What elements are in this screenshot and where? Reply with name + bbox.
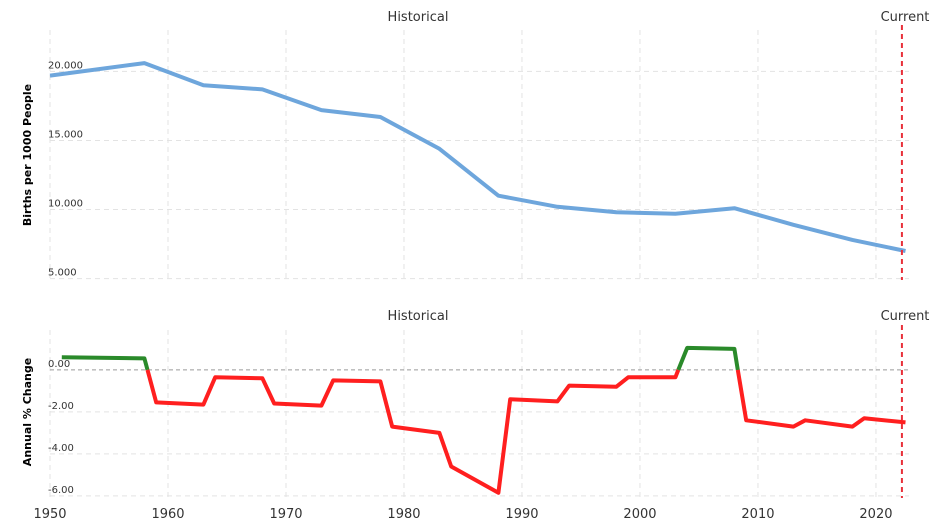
positive-change-segment [61,355,150,371]
top-y-tick-label: 5.000 [48,268,77,279]
x-tick-label: 1990 [505,507,538,522]
top-y-tick-label: 10.000 [48,199,83,210]
top-current-label: Current [881,10,930,25]
x-axis-ticks: 1950 1960 1970 1980 1990 2000 2010 2020 [33,507,892,522]
birth-rate-panel: Historical Current Births per 1000 Peopl… [21,10,929,280]
bottom-current-label: Current [881,309,930,324]
bottom-y-axis-label: Annual % Change [21,358,34,466]
birth-rate-line [49,61,906,253]
bottom-historical-label: Historical [388,309,449,324]
x-tick-label: 2000 [623,507,656,522]
top-y-ticks: 20.000 15.000 10.000 5.000 [48,60,83,278]
top-historical-label: Historical [388,10,449,25]
bottom-y-tick-label: -4.00 [48,443,74,454]
x-tick-label: 2010 [741,507,774,522]
negative-change-segment [145,369,681,495]
positive-change-segment [676,345,740,371]
x-tick-label: 1950 [33,507,66,522]
bottom-y-tick-label: -6.00 [48,485,74,496]
top-series [49,61,906,253]
x-tick-label: 2020 [859,507,892,522]
bottom-series [61,345,906,495]
bottom-y-ticks: 0.00 -2.00 -4.00 -6.00 [48,359,74,496]
bottom-y-tick-label: -2.00 [48,401,74,412]
top-y-tick-label: 20.000 [48,60,83,71]
top-y-axis-label: Births per 1000 People [21,84,34,226]
negative-change-segment [735,369,906,429]
x-tick-label: 1960 [151,507,184,522]
x-tick-label: 1980 [387,507,420,522]
bottom-gridlines [49,330,909,498]
top-gridlines [49,30,909,280]
annual-change-panel: Historical Current Annual % Change 0.00 -… [21,309,929,522]
top-y-tick-label: 15.000 [48,129,83,140]
bottom-y-tick-label: 0.00 [48,359,70,370]
x-tick-label: 1970 [269,507,302,522]
